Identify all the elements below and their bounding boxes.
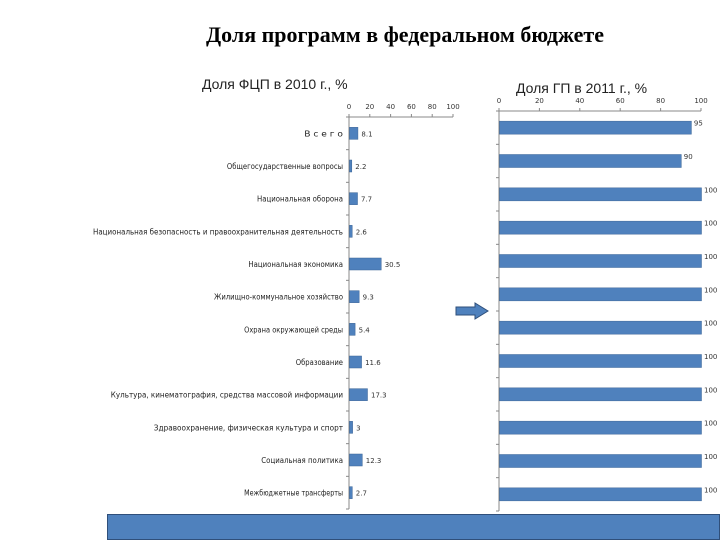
bar	[499, 320, 702, 335]
x-tick-label: 100	[446, 103, 459, 111]
x-tick-label: 0	[347, 103, 351, 111]
chart-title-gp-2011: Доля ГП в 2011 г., %	[516, 80, 648, 96]
data-label: 12.3	[366, 457, 382, 465]
data-label: 100	[704, 186, 717, 194]
footer-bar	[107, 514, 720, 540]
data-label: 17.3	[371, 392, 387, 400]
bar	[499, 120, 692, 135]
category-label: Здравоохранение, физическая культура и с…	[154, 423, 344, 432]
data-label: 7.7	[361, 196, 372, 204]
category-label: Национальная безопасность и правоохранит…	[93, 227, 343, 236]
bar	[349, 323, 356, 336]
category-label: Жилищно-коммунальное хозяйство	[214, 293, 343, 302]
bar	[499, 387, 702, 402]
data-label: 100	[704, 220, 717, 228]
data-label: 5.4	[359, 326, 371, 334]
slide-title: Доля программ в федеральном бюджете	[206, 22, 604, 47]
chart-title-fcp-2010: Доля ФЦП в 2010 г., %	[202, 76, 348, 92]
bar	[349, 421, 353, 434]
x-tick-label: 40	[575, 97, 584, 105]
data-label: 2.7	[356, 490, 367, 498]
data-label: 2.6	[356, 228, 368, 236]
data-label: 100	[704, 453, 717, 461]
data-label: 11.6	[365, 359, 381, 367]
data-label: 100	[704, 286, 717, 294]
bar	[499, 354, 702, 368]
data-label: 30.5	[385, 261, 401, 269]
category-label: Образование	[296, 358, 344, 367]
bar	[349, 486, 353, 499]
data-label: 3	[356, 424, 360, 432]
x-tick-label: 80	[656, 97, 665, 105]
bar	[349, 159, 353, 173]
x-tick-label: 60	[407, 103, 416, 111]
category-label: В с е г о	[304, 129, 343, 138]
data-label: 100	[704, 420, 717, 428]
bar	[349, 355, 362, 369]
data-label: 8.1	[361, 130, 372, 138]
x-tick-label: 20	[365, 103, 374, 111]
x-tick-label: 100	[694, 97, 707, 105]
data-label: 100	[704, 253, 717, 261]
category-label: Национальная экономика	[248, 260, 343, 269]
category-label: Культура, кинематография, средства массо…	[111, 391, 343, 400]
x-tick-label: 40	[386, 103, 395, 111]
category-label: Охрана окружающей среды	[244, 325, 343, 334]
data-label: 100	[704, 320, 717, 328]
x-tick-label: 20	[535, 97, 544, 105]
bar	[349, 257, 382, 271]
data-label: 90	[684, 153, 693, 161]
bar	[499, 454, 702, 468]
bar	[499, 287, 702, 302]
x-tick-label: 80	[428, 103, 437, 111]
bar	[349, 192, 358, 205]
x-tick-label: 0	[497, 97, 501, 105]
bar	[349, 453, 363, 467]
bar	[349, 388, 368, 401]
category-label: Национальная оборона	[257, 195, 343, 204]
bar	[499, 187, 702, 202]
bar	[349, 127, 359, 140]
bar	[499, 420, 702, 435]
data-label: 100	[704, 353, 717, 361]
data-label: 9.3	[363, 294, 374, 302]
data-label: 95	[694, 120, 703, 128]
category-label: Межбюджетные трансферты	[244, 489, 343, 498]
x-tick-label: 60	[616, 97, 625, 105]
data-label: 2.2	[355, 163, 366, 171]
category-label: Социальная политика	[261, 456, 343, 465]
bar	[499, 487, 702, 502]
right-arrow-icon	[455, 302, 489, 320]
bar	[349, 290, 360, 303]
data-label: 100	[704, 386, 717, 394]
bar	[499, 254, 702, 268]
bar	[349, 225, 353, 238]
bar	[499, 220, 702, 235]
category-label: Общегосударственные вопросы	[227, 162, 343, 171]
data-label: 100	[704, 486, 717, 494]
bar	[499, 154, 682, 168]
